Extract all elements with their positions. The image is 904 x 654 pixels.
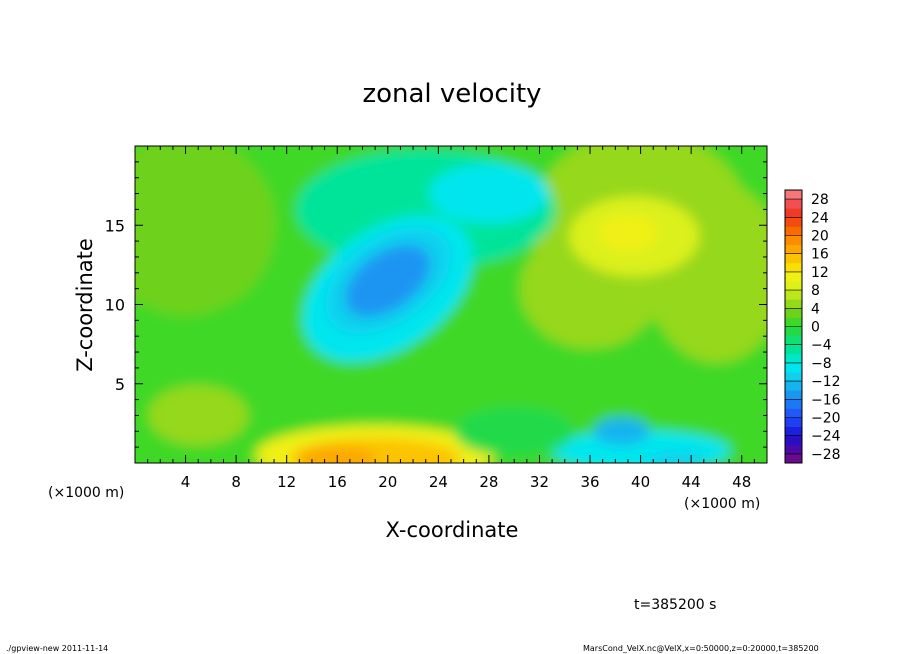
colorbar-swatch: [785, 208, 802, 218]
colorbar-swatch: [785, 444, 802, 455]
colorbar-swatch: [785, 426, 802, 437]
colorbar-swatch: [785, 326, 802, 336]
x-tick-label: 20: [378, 473, 397, 491]
footer-left: ./gpview-new 2011-11-14: [6, 644, 108, 653]
x-unit-left: (×1000 m): [48, 485, 124, 501]
colorbar-label: −20: [811, 411, 841, 427]
colorbar-swatch: [785, 190, 802, 200]
colorbar-swatch: [785, 226, 802, 236]
colorbar-label: −24: [811, 429, 841, 445]
x-tick-label: 4: [181, 473, 191, 491]
colorbar-label: 24: [811, 210, 829, 226]
colorbar-label: 4: [811, 301, 820, 317]
x-tick-label: 44: [682, 473, 701, 491]
colorbar-label: 12: [811, 265, 829, 281]
field-region: [135, 146, 276, 316]
x-tick-label: 32: [530, 473, 549, 491]
y-tick-label: 10: [105, 296, 125, 315]
x-axis: 4 8 12 16 20 24 28 32 36 40 44 48: [147, 146, 755, 491]
colorbar-swatch: [785, 353, 802, 364]
x-tick-label: 28: [479, 473, 498, 491]
colorbar-swatch: [785, 399, 802, 409]
colorbar-label: −16: [811, 392, 841, 408]
colorbar-swatch: [785, 235, 802, 245]
x-tick-label: 40: [631, 473, 650, 491]
colorbar-swatch: [785, 381, 802, 391]
field-region: [648, 451, 709, 463]
colorbar-swatch: [785, 281, 802, 291]
field-region: [345, 244, 431, 317]
colorbar-label: −8: [811, 356, 832, 372]
x-tick-label: 36: [580, 473, 599, 491]
colorbar-label: 16: [811, 247, 829, 263]
colorbar-swatch: [785, 453, 802, 464]
colorbar-swatch: [785, 372, 802, 382]
field-region: [593, 417, 650, 446]
colorbar-label: −4: [811, 338, 832, 354]
colorbar-swatch: [785, 244, 802, 255]
x-tick-label: 12: [277, 473, 296, 491]
colorbar-swatch: [785, 344, 802, 355]
field-region: [148, 385, 249, 446]
colorbar-swatch: [785, 290, 802, 300]
colorbar-swatch: [785, 408, 802, 418]
y-axis-label: Z-coordinate: [73, 238, 97, 372]
field-region: [597, 215, 658, 252]
colorbar-label: 20: [811, 229, 829, 245]
footer-right: MarsCond_VelX.nc@VelX,x=0:50000,z=0:2000…: [583, 644, 819, 653]
time-label: t=385200 s: [634, 597, 716, 613]
colorbar: 28 24 20 16 12 8 4 0 −4 −8 −12 −16 −20 −24 −28: [784, 189, 841, 464]
colorbar-swatch: [785, 217, 802, 227]
colorbar-swatch: [785, 390, 802, 400]
colorbar-swatch: [785, 262, 802, 273]
colorbar-swatch: [785, 199, 802, 209]
colorbar-swatch: [785, 335, 802, 346]
y-axis: 5 10 15: [105, 161, 767, 448]
colorbar-swatch: [785, 271, 802, 282]
x-unit-right: (×1000 m): [684, 496, 760, 512]
colorbar-swatch: [785, 435, 802, 446]
x-tick-label: 24: [429, 473, 448, 491]
colorbar-swatch: [785, 253, 802, 264]
colorbar-swatch: [785, 417, 802, 427]
heatmap-field: [135, 146, 767, 463]
x-tick-label: 48: [732, 473, 751, 491]
field-region: [297, 445, 378, 463]
field-region: [454, 406, 575, 457]
y-tick-label: 15: [105, 216, 125, 235]
field-region: [428, 163, 549, 224]
x-tick-label: 8: [231, 473, 241, 491]
colorbar-label: −28: [811, 447, 841, 463]
colorbar-label: 0: [811, 320, 820, 336]
colorbar-swatch: [785, 308, 802, 318]
colorbar-label: −12: [811, 374, 841, 390]
colorbar-label: 8: [811, 283, 820, 299]
colorbar-swatch: [785, 317, 802, 327]
colorbar-swatch: [785, 362, 802, 373]
x-tick-label: 16: [328, 473, 347, 491]
colorbar-label: 28: [811, 192, 829, 208]
y-tick-label: 5: [115, 375, 125, 394]
chart-title: zonal velocity: [362, 79, 541, 109]
colorbar-swatch: [785, 299, 802, 309]
x-axis-label: X-coordinate: [386, 518, 519, 542]
